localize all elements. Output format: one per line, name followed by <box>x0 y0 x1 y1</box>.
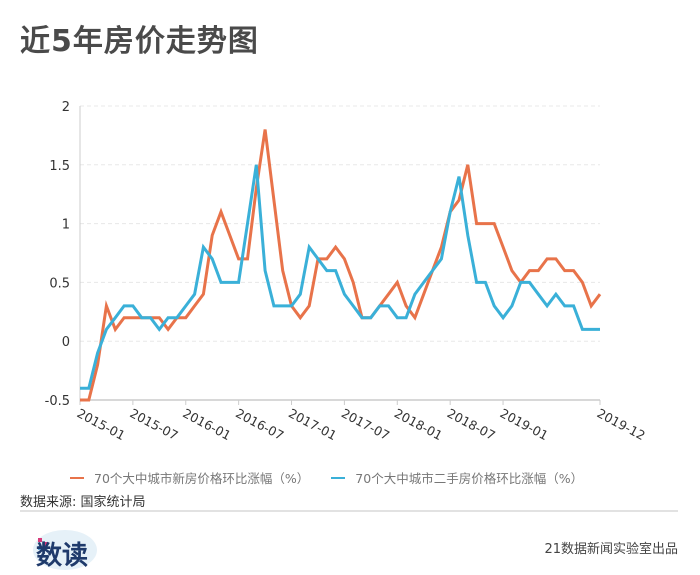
series-lines <box>80 129 602 402</box>
data-source: 数据来源: 国家统计局 <box>20 495 146 510</box>
svg-text:数读: 数读 <box>36 541 88 571</box>
x-tick-label: 2018-07 <box>445 405 498 443</box>
y-tick-label: 0.5 <box>49 276 70 291</box>
x-tick-label: 2019-12 <box>595 405 648 443</box>
y-tick-label: 2 <box>62 100 70 115</box>
y-tick-label: 1 <box>62 218 70 233</box>
y-tick-label: -0.5 <box>45 394 70 409</box>
x-tick-label: 2019-01 <box>498 405 551 443</box>
line-chart: -0.5 0 0.5 1 1.5 2 2015-01 2015-07 2016-01 2016-… <box>45 100 648 443</box>
x-tick-label: 2015-01 <box>75 405 128 443</box>
x-tick-label: 2017-01 <box>286 405 339 443</box>
legend: 70个大中城市新房价格环比涨幅（%） 70个大中城市二手房价格环比涨幅（%） <box>70 468 583 487</box>
legend-label-new: 70个大中城市新房价格环比涨幅（%） <box>94 471 310 486</box>
y-tick-label: 1.5 <box>49 159 70 174</box>
x-tick-label: 2016-01 <box>180 405 233 443</box>
chart-title: 近5年房价走势图 <box>20 24 259 59</box>
x-axis: 2015-01 2015-07 2016-01 2016-07 2017-01 2017-… <box>75 399 648 443</box>
credit: 21数据新闻实验室出品 <box>544 542 678 557</box>
y-tick-label: 0 <box>62 335 70 350</box>
legend-item-new[interactable]: 70个大中城市新房价格环比涨幅（%） <box>70 468 309 487</box>
y-axis: -0.5 0 0.5 1 1.5 2 <box>45 100 81 409</box>
x-tick-label: 2017-07 <box>339 405 392 443</box>
series-line-used-homes <box>80 164 600 390</box>
x-tick-label: 2016-07 <box>233 405 286 443</box>
legend-swatch-orange <box>70 476 84 479</box>
legend-label-used: 70个大中城市二手房价格环比涨幅（%） <box>355 471 584 486</box>
x-tick-label: 2018-01 <box>392 405 445 443</box>
x-tick-label: 2015-07 <box>127 405 180 443</box>
divider <box>20 510 678 512</box>
legend-swatch-blue <box>331 476 346 479</box>
series-line-new-homes <box>80 129 602 402</box>
shudu-logo: 数读 <box>33 530 97 571</box>
legend-item-used[interactable]: 70个大中城市二手房价格环比涨幅（%） <box>331 468 583 487</box>
gridlines <box>80 105 600 342</box>
